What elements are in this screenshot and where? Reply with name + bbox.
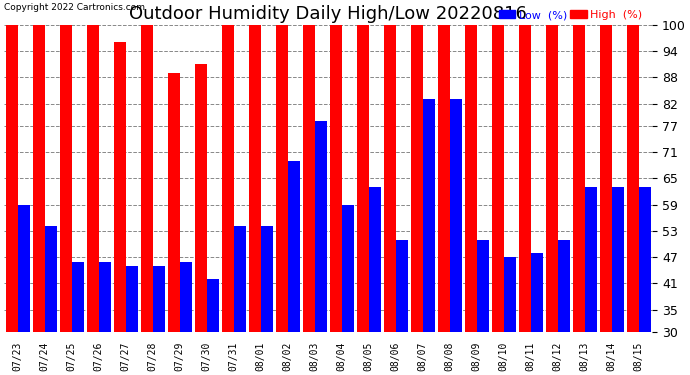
Bar — [288, 160, 300, 332]
Bar — [32, 25, 45, 332]
Bar — [141, 25, 152, 332]
Bar — [491, 25, 504, 332]
Bar — [423, 99, 435, 332]
Bar — [342, 204, 354, 332]
Bar — [195, 64, 207, 332]
Bar — [6, 25, 18, 332]
Bar — [221, 25, 234, 332]
Bar — [368, 187, 381, 332]
Bar — [546, 25, 558, 332]
Bar — [411, 25, 423, 332]
Bar — [384, 25, 395, 332]
Bar — [152, 266, 165, 332]
Bar — [114, 42, 126, 332]
Bar — [477, 240, 489, 332]
Bar — [600, 25, 612, 332]
Bar — [261, 226, 273, 332]
Bar — [302, 25, 315, 332]
Bar — [99, 261, 111, 332]
Bar — [531, 253, 543, 332]
Bar — [639, 187, 651, 332]
Bar — [179, 261, 192, 332]
Bar — [504, 257, 516, 332]
Bar — [207, 279, 219, 332]
Bar — [573, 25, 584, 332]
Legend: Low  (%), High  (%): Low (%), High (%) — [494, 6, 647, 25]
Bar — [315, 121, 327, 332]
Bar — [464, 25, 477, 332]
Bar — [519, 25, 531, 332]
Bar — [72, 261, 83, 332]
Bar — [86, 25, 99, 332]
Bar — [168, 73, 179, 332]
Bar — [627, 25, 639, 332]
Bar — [275, 25, 288, 332]
Bar — [248, 25, 261, 332]
Bar — [18, 204, 30, 332]
Bar — [357, 25, 368, 332]
Bar — [45, 226, 57, 332]
Bar — [584, 187, 597, 332]
Bar — [612, 187, 624, 332]
Bar — [558, 240, 570, 332]
Bar — [234, 226, 246, 332]
Bar — [450, 99, 462, 332]
Bar — [395, 240, 408, 332]
Bar — [437, 25, 450, 332]
Bar — [59, 25, 72, 332]
Text: Copyright 2022 Cartronics.com: Copyright 2022 Cartronics.com — [4, 3, 145, 12]
Title: Outdoor Humidity Daily High/Low 20220816: Outdoor Humidity Daily High/Low 20220816 — [129, 5, 527, 23]
Bar — [126, 266, 138, 332]
Bar — [330, 25, 342, 332]
